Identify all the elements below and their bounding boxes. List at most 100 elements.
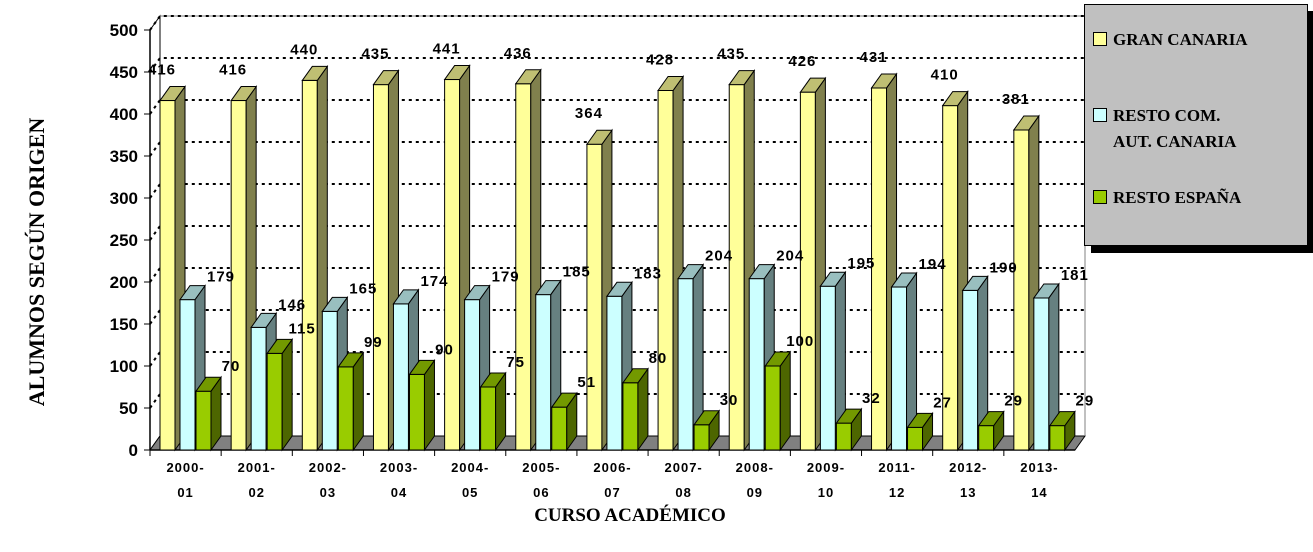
bar-front (606, 295, 623, 451)
data-label: 115 (289, 320, 316, 337)
x-tick-label: 2008- (736, 460, 774, 475)
y-tick-label: 400 (110, 105, 138, 124)
bar-top (337, 352, 365, 368)
bar (693, 409, 721, 452)
x-tick-label: 2002- (309, 460, 347, 475)
bar-top (514, 69, 542, 85)
x-tick-label: 08 (675, 485, 691, 500)
bar (301, 64, 329, 452)
x-tick-label: 05 (462, 485, 478, 500)
bar-top (550, 392, 578, 408)
bar-top (748, 264, 776, 280)
bar-side (352, 351, 364, 452)
bar-top (870, 73, 898, 89)
x-tick-label: 09 (747, 485, 763, 500)
bar-front (622, 382, 639, 451)
x-tick-label: 2012- (949, 460, 987, 475)
bar-top (585, 129, 613, 145)
bar-top (1048, 411, 1076, 427)
y-tick-label: 450 (110, 63, 138, 82)
y-tick-label: 100 (110, 357, 138, 376)
bar-top (321, 296, 349, 312)
legend: GRAN CANARIA RESTO COM. AUT. CANARIA RES… (1084, 4, 1308, 246)
bar (961, 274, 989, 452)
bar-front (179, 299, 196, 451)
legend-item-resto-com-aut-canaria: RESTO COM. AUT. CANARIA (1093, 103, 1236, 155)
x-tick-label: 01 (177, 485, 193, 500)
legend-label: RESTO COM. AUT. CANARIA (1113, 106, 1237, 151)
legend-swatch (1093, 32, 1107, 46)
data-label: 185 (563, 264, 591, 281)
data-label: 364 (575, 105, 603, 122)
data-labels: 416 179 70 416 146 115 440 165 99 435 174 90 441 179 7… (148, 41, 1093, 412)
x-tick-label: 06 (533, 485, 549, 500)
bar-top (301, 65, 329, 81)
bar (870, 72, 898, 452)
bar-top (195, 376, 222, 392)
x-tick-label: 2001- (238, 460, 276, 475)
bar-front (301, 79, 318, 451)
x-axis-categories: 2000- 01 2001- 02 2002- 03 2003- 04 2004- 05 2005-… (149, 450, 1058, 500)
bar-front (195, 390, 212, 451)
x-tick-label: 2007- (665, 460, 703, 475)
x-axis-title: CURSO ACADÉMICO (534, 504, 726, 526)
data-label: 440 (290, 41, 318, 58)
x-tick-label: 02 (248, 485, 264, 500)
bar (266, 337, 294, 452)
bar-front (321, 310, 338, 451)
data-label: 174 (420, 273, 448, 290)
bar (890, 271, 918, 452)
bar (764, 350, 792, 452)
y-tick-label: 250 (110, 231, 138, 250)
bar-top (961, 275, 989, 291)
bar-front (372, 84, 389, 451)
bar (819, 270, 847, 452)
x-tick-label: 12 (889, 485, 905, 500)
bar-front (408, 373, 425, 451)
data-label: 181 (1061, 267, 1089, 284)
data-label: 436 (504, 45, 532, 62)
bar-top (764, 351, 792, 367)
y-tick-label: 350 (110, 147, 138, 166)
data-label: 416 (148, 62, 176, 79)
x-tick-label: 2004- (451, 460, 489, 475)
bar-side (281, 337, 293, 452)
data-label: 183 (634, 265, 662, 282)
legend-item-gran-canaria: GRAN CANARIA (1093, 27, 1248, 53)
bar (906, 411, 934, 452)
bar-front (891, 286, 908, 451)
data-label: 100 (786, 333, 814, 350)
bar-top (250, 312, 278, 328)
x-tick-label: 13 (960, 485, 976, 500)
bar-front (586, 143, 603, 451)
gridline (149, 15, 1085, 31)
bar-top (392, 289, 420, 305)
bar-front (764, 365, 781, 451)
data-label: 80 (649, 350, 668, 367)
data-label: 441 (433, 41, 461, 58)
data-label: 27 (933, 394, 952, 411)
legend-swatch (1093, 190, 1107, 204)
x-tick-label: 14 (1031, 485, 1047, 500)
bar-top (890, 272, 918, 288)
bar-front (962, 289, 979, 451)
bar-top (677, 264, 705, 280)
data-label: 90 (435, 341, 454, 358)
bar-front (1033, 297, 1050, 451)
bar (408, 358, 436, 452)
bar-top (372, 70, 400, 86)
bar-top (819, 271, 847, 287)
data-label: 381 (1002, 91, 1030, 108)
bar-top (799, 77, 827, 93)
x-tick-label: 2013- (1020, 460, 1058, 475)
bar-top (266, 338, 294, 354)
bar-front (819, 285, 836, 451)
data-label: 29 (1004, 393, 1023, 410)
data-label: 75 (506, 354, 525, 371)
bar (977, 410, 1005, 452)
data-label: 146 (278, 296, 306, 313)
data-label: 195 (847, 255, 875, 272)
bar (799, 76, 827, 452)
x-tick-label: 2003- (380, 460, 418, 475)
bar (1048, 410, 1076, 452)
